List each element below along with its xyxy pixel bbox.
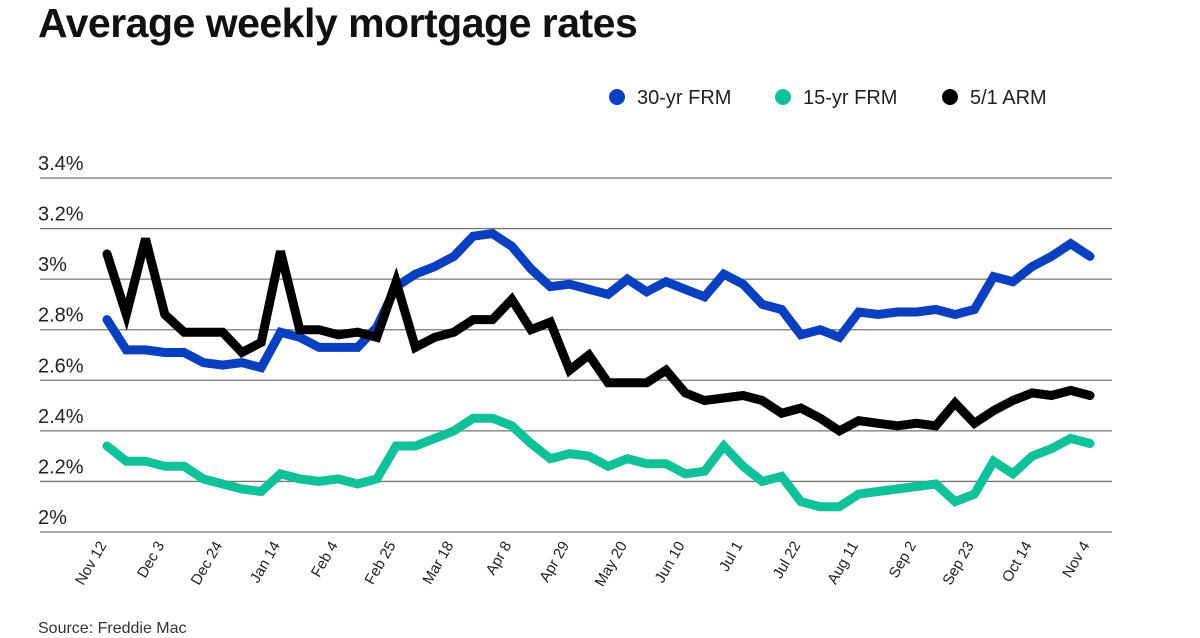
legend-marker <box>775 89 791 105</box>
x-tick-label: Aug 11 <box>824 539 862 588</box>
x-tick-label: Dec 24 <box>188 539 226 589</box>
y-tick-label: 3.2% <box>38 204 84 226</box>
y-tick-label: 2.6% <box>38 355 84 377</box>
x-tick-label: Oct 14 <box>999 539 1036 586</box>
y-tick-label: 2.4% <box>38 406 84 428</box>
x-tick-label: Apr 8 <box>483 539 516 579</box>
x-tick-label: Nov 4 <box>1059 539 1093 581</box>
legend-label: 30-yr FRM <box>637 87 731 109</box>
x-tick-label: May 20 <box>592 539 631 590</box>
x-tick-label: Sep 2 <box>886 539 920 581</box>
y-tick-label: 3% <box>38 254 67 276</box>
series-line <box>102 413 1095 512</box>
legend-marker <box>942 89 958 105</box>
y-tick-label: 2.8% <box>38 305 84 327</box>
chart-title: Average weekly mortgage rates <box>38 0 638 46</box>
x-tick-label: Dec 3 <box>134 539 168 581</box>
legend-marker <box>609 89 625 105</box>
x-tick-label: Jul 22 <box>770 539 805 582</box>
legend-label: 15-yr FRM <box>803 87 897 109</box>
x-tick-label: Sep 23 <box>939 539 977 589</box>
x-tick-label: Apr 29 <box>536 539 573 586</box>
series-line <box>102 237 1095 437</box>
x-tick-label: Nov 12 <box>72 539 110 589</box>
x-tick-label: Feb 25 <box>362 539 400 588</box>
y-tick-label: 2.2% <box>38 456 84 478</box>
x-tick-label: Jun 10 <box>651 539 688 587</box>
y-tick-label: 3.4% <box>38 153 84 175</box>
x-tick-label: Feb 4 <box>308 539 342 581</box>
y-tick-label: 2% <box>38 507 67 529</box>
x-tick-label: Mar 18 <box>419 539 457 588</box>
x-tick-label: Jan 14 <box>247 539 284 587</box>
source-note: Source: Freddie Mac <box>38 620 187 637</box>
series-line <box>102 228 1095 373</box>
x-tick-label: Jul 1 <box>716 539 747 575</box>
legend-label: 5/1 ARM <box>970 87 1047 109</box>
